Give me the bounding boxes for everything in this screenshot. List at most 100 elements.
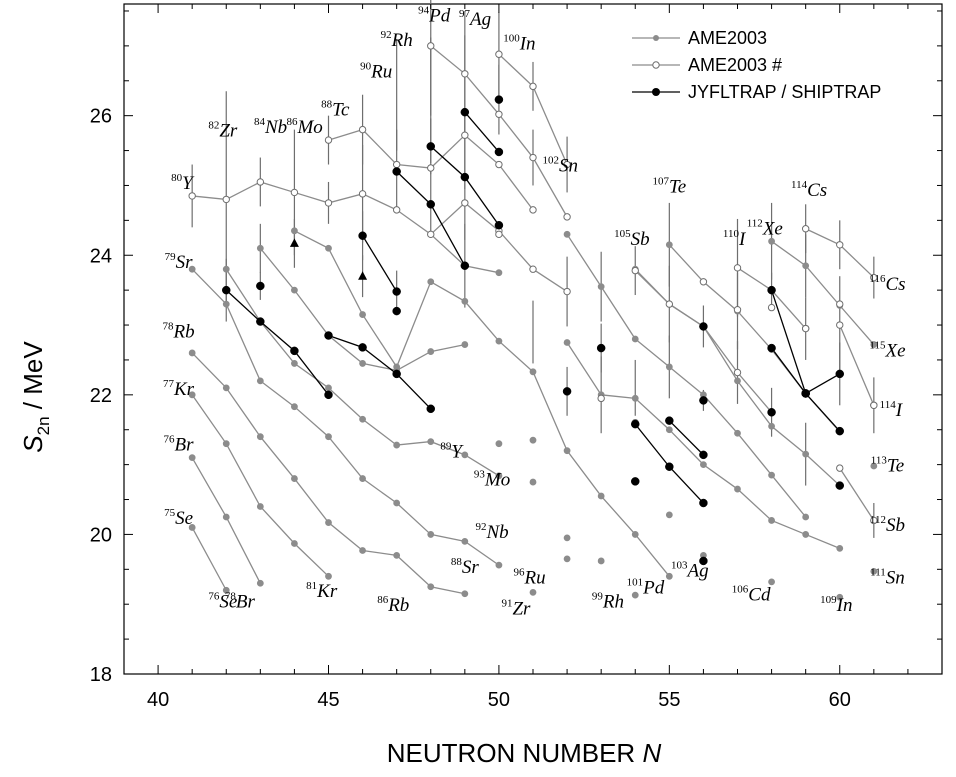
- ame-hash-point: [256, 178, 265, 186]
- ame-point: [802, 531, 810, 538]
- ame-point: [291, 403, 298, 411]
- ame-hash-point: [324, 199, 333, 207]
- ame-hash-point: [495, 110, 503, 118]
- ame-point: [563, 534, 571, 542]
- ame-point: [222, 265, 230, 273]
- ame-point: [188, 349, 196, 357]
- ame-point: [529, 588, 537, 596]
- ame-point: [802, 262, 810, 270]
- ame-point: [461, 590, 469, 598]
- ame-hash-point: [836, 300, 844, 308]
- isotope-label-88Tc: 88Tc: [321, 99, 350, 121]
- jyfl-point: [494, 147, 504, 157]
- legend-marker-jyfl: [652, 88, 660, 96]
- ame-hash-line-Sr: [192, 181, 568, 293]
- ame-point: [256, 433, 264, 441]
- isotope-label-90Ru: 90Ru: [360, 60, 392, 82]
- isotope-label-116Cs: 116Cs: [869, 273, 905, 295]
- isotope-label-86Mo: 86Mo: [286, 116, 322, 138]
- ame-point: [529, 368, 537, 376]
- ame-point: [427, 348, 435, 355]
- ame-hash-point: [767, 303, 776, 312]
- ame-hash-point: [563, 213, 571, 221]
- isotope-label-93Mo: 93Mo: [474, 469, 510, 491]
- jyfl-point: [562, 387, 572, 396]
- jyfl-point: [801, 389, 810, 398]
- ame-point: [427, 278, 435, 286]
- y-tick-label: 20: [90, 524, 112, 546]
- jyfl-point: [290, 346, 299, 356]
- x-tick-label: 55: [658, 689, 680, 711]
- ame-point: [734, 485, 741, 493]
- ame-line-Br: [191, 457, 261, 584]
- isotope-label-78Br: 78Br: [225, 591, 256, 613]
- isotope-label-113Te: 113Te: [871, 455, 904, 477]
- ame-hash-point: [733, 368, 742, 377]
- ame-point: [631, 335, 639, 343]
- jyfl-point: [665, 416, 674, 425]
- ame-point: [665, 572, 673, 580]
- ame-point: [665, 426, 673, 434]
- ame-hash-point: [222, 195, 230, 204]
- ame-point: [768, 578, 775, 586]
- ame-point: [291, 360, 298, 367]
- ame-hash-point: [461, 70, 469, 78]
- ame-hash-point: [699, 278, 708, 286]
- ame-point: [836, 593, 844, 601]
- jyfl-point: [392, 369, 401, 379]
- jyfl-point: [324, 390, 333, 400]
- isotope-label-76Se: 76Se: [208, 591, 237, 613]
- ame-point: [222, 440, 230, 448]
- ame-hash-point: [392, 160, 401, 169]
- ame-hash-point: [495, 160, 503, 169]
- legend: AME2003 AME2003 # JYFLTRAP / SHIPTRAP: [632, 28, 881, 102]
- ame-point: [495, 472, 503, 480]
- isotope-label-109In: 109In: [820, 594, 852, 616]
- jyfl-triangle-point: [358, 271, 368, 280]
- ame-hash-point: [427, 42, 435, 50]
- isotope-label-114Cs: 114Cs: [791, 179, 827, 201]
- legend-label-jyfl: JYFLTRAP / SHIPTRAP: [688, 82, 881, 102]
- ame-point: [495, 440, 503, 448]
- ame-point: [359, 360, 366, 367]
- ame-point: [461, 297, 469, 305]
- legend-label-ame: AME2003: [688, 28, 767, 48]
- isotope-label-92Rh: 92Rh: [381, 29, 413, 51]
- ame-line-Nb: [294, 230, 670, 577]
- ame-point: [768, 422, 775, 430]
- ame-line-Rh: [566, 233, 807, 518]
- ame-hash-point: [529, 265, 537, 273]
- ame-hash-line-Sb: [839, 467, 875, 521]
- ame-point: [870, 568, 878, 575]
- jyfl-point: [699, 396, 708, 405]
- axis-ticks: 40 45 50 55 60 18 20 22 24 26: [90, 4, 942, 711]
- ame-point: [597, 557, 605, 565]
- legend-marker-amehash: [652, 61, 660, 69]
- jyfl-point: [699, 556, 708, 566]
- jyfl-point: [426, 200, 435, 209]
- isotope-label-100In: 100In: [503, 32, 535, 54]
- isotope-label-80Y: 80Y: [171, 172, 195, 194]
- isotope-label-112Xe: 112Xe: [747, 217, 783, 239]
- ame-point: [291, 286, 298, 294]
- ame-point: [393, 441, 401, 449]
- x-tick-label: 40: [147, 689, 169, 711]
- jyfl-point: [460, 107, 470, 117]
- x-axis-title: NEUTRON NUMBER N: [387, 738, 662, 768]
- ame-hash-point: [836, 464, 844, 472]
- jyfl-point: [699, 322, 708, 331]
- ame-hash-point: [631, 266, 639, 275]
- ame-point: [393, 363, 401, 371]
- ame-hash-point: [461, 131, 469, 139]
- jyfl-line-H: [668, 420, 704, 456]
- ame-hash-point: [733, 305, 742, 314]
- jyfl-point: [494, 95, 504, 104]
- ame-hash-point: [290, 188, 299, 197]
- jyfl-point: [256, 281, 265, 291]
- isotope-label-91Zr: 91Zr: [501, 598, 531, 620]
- ame-point: [222, 384, 230, 392]
- ame-hash-point: [836, 321, 844, 329]
- ame-line-Se: [191, 527, 227, 591]
- ame-point: [461, 451, 469, 459]
